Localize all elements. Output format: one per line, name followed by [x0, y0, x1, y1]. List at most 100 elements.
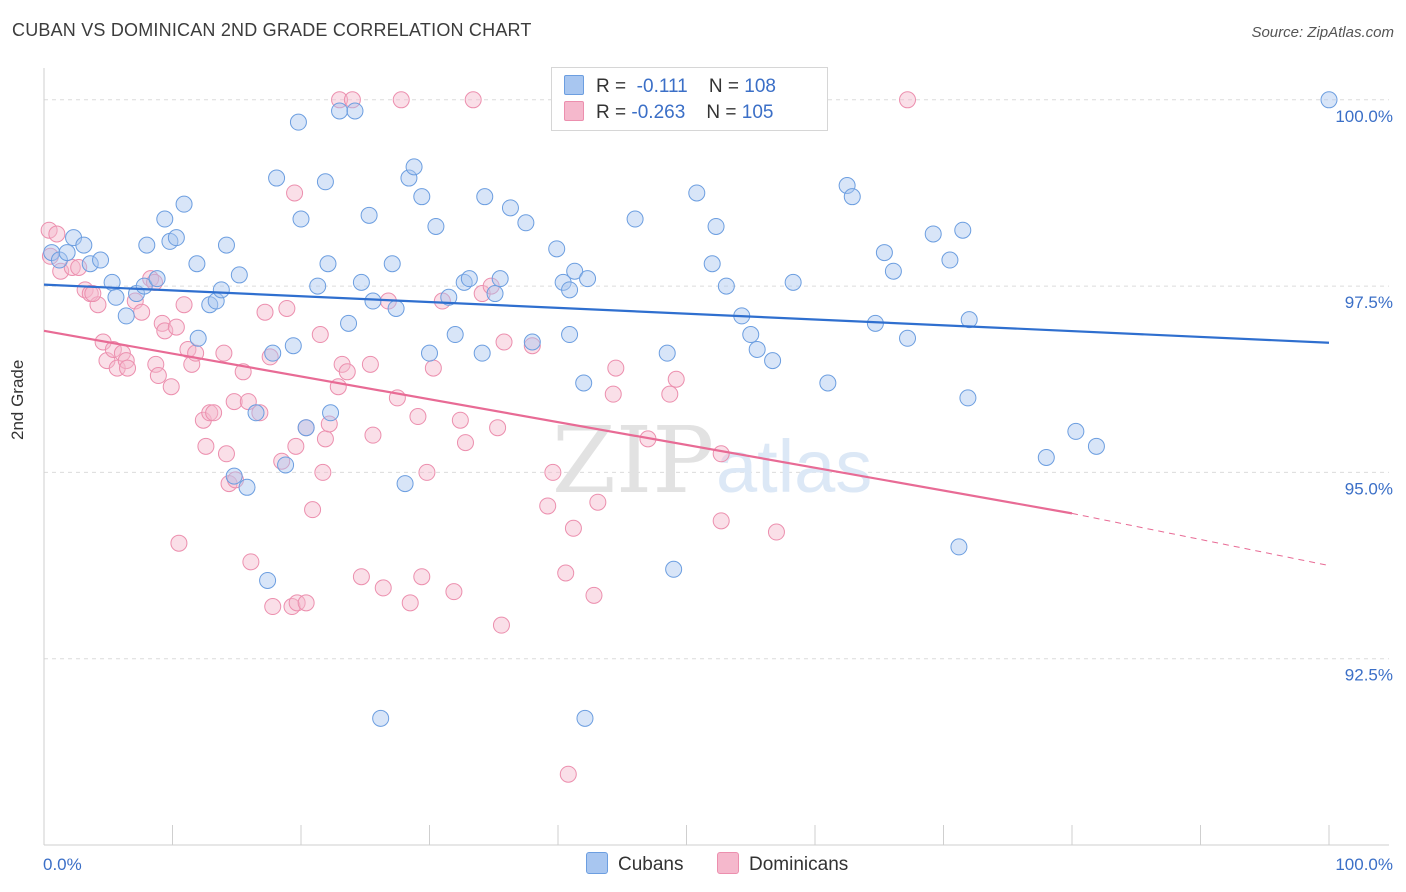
dominican-point — [585, 586, 603, 604]
dominican-point — [589, 493, 607, 511]
y-tick-label: 97.5% — [1345, 293, 1393, 312]
cuban-point — [413, 188, 431, 206]
cuban-point — [748, 340, 766, 358]
tick-labels: 92.5% 95.0% 97.5% 100.0% 0.0% 100.0% — [43, 107, 1393, 874]
dominican-point — [352, 568, 370, 586]
correlation-legend: R = -0.111 N = 108 R = -0.263 N = 105 — [551, 67, 828, 131]
bottom-legend-swatch-dominicans — [717, 852, 739, 874]
cuban-point — [742, 326, 760, 344]
dominican-point — [316, 430, 334, 448]
legend-r-label: R = — [596, 76, 627, 97]
cuban-point — [230, 266, 248, 284]
dominican-point — [287, 437, 305, 455]
dominican-point — [464, 91, 482, 109]
cuban-point — [352, 273, 370, 291]
cuban-point — [501, 199, 519, 217]
dominican-point — [604, 385, 622, 403]
dominican-point — [264, 598, 282, 616]
cuban-point — [575, 374, 593, 392]
dominican-point — [147, 355, 165, 373]
legend-r-value: -0.263 — [631, 102, 686, 123]
legend-r-label: R = — [596, 102, 627, 123]
dominican-point — [364, 426, 382, 444]
cuban-point — [331, 102, 349, 120]
cuban-point — [92, 251, 110, 269]
cuban-point — [959, 389, 977, 407]
cuban-point — [247, 404, 265, 422]
dominican-point — [495, 333, 513, 351]
cubans-trend-line — [43, 283, 1330, 344]
cuban-point — [875, 244, 893, 262]
x-tick-label: 100.0% — [1335, 855, 1393, 874]
cuban-point — [75, 236, 93, 254]
legend-row-cubans: R = -0.111 N = 108 — [564, 75, 776, 99]
dominican-point — [215, 344, 233, 362]
cuban-point — [884, 262, 902, 280]
watermark-atlas: atlas — [716, 425, 872, 508]
cuban-point — [941, 251, 959, 269]
cubans-points — [43, 91, 1338, 727]
cuban-point — [268, 169, 286, 187]
cuban-point — [316, 173, 334, 191]
dominican-point — [667, 370, 685, 388]
legend-swatch-dominicans — [564, 101, 584, 121]
legend-r-value: -0.111 — [636, 76, 688, 97]
legend-n-label: N = — [708, 76, 739, 97]
bottom-legend-cubans: Cubans — [586, 852, 684, 876]
dominican-point — [557, 564, 575, 582]
dominican-point — [523, 337, 541, 355]
cuban-point — [561, 326, 579, 344]
cuban-point — [81, 255, 99, 273]
y-axis-title: 2nd Grade — [8, 359, 27, 440]
cuban-point — [626, 210, 644, 228]
dominican-point — [63, 258, 81, 276]
cuban-point — [1067, 422, 1085, 440]
cuban-point — [212, 281, 230, 299]
dominican-point — [401, 594, 419, 612]
cuban-point — [707, 217, 725, 235]
dominican-point — [288, 594, 306, 612]
cuban-point — [383, 255, 401, 273]
cuban-point — [446, 326, 464, 344]
dominican-point — [489, 419, 507, 437]
cuban-point — [156, 210, 174, 228]
cuban-point — [517, 214, 535, 232]
cuban-point — [277, 456, 295, 474]
cuban-point — [289, 113, 307, 131]
dominican-point — [559, 765, 577, 783]
cuban-point — [658, 344, 676, 362]
legend-n-value: 105 — [741, 102, 774, 123]
cuban-point — [175, 195, 193, 213]
dominican-point — [175, 296, 193, 314]
dominican-point — [564, 519, 582, 537]
dominican-point — [297, 594, 315, 612]
dominican-point — [256, 303, 274, 321]
cuban-point — [440, 288, 458, 306]
cuban-point — [1037, 449, 1055, 466]
cuban-point — [319, 255, 337, 273]
dominican-point — [343, 91, 361, 109]
legend-n-label: N = — [706, 102, 737, 123]
cuban-point — [387, 299, 405, 317]
dominican-point — [311, 326, 329, 344]
bottom-legend-dominicans: Dominicans — [717, 852, 848, 876]
cuban-point — [396, 475, 414, 493]
axes — [43, 68, 1389, 846]
dominican-point — [361, 355, 379, 373]
cuban-point — [107, 288, 125, 306]
dominican-point — [304, 501, 322, 519]
legend-swatch-cubans — [564, 75, 584, 95]
cuban-point — [523, 333, 541, 351]
chart-title: CUBAN VS DOMINICAN 2ND GRADE CORRELATION… — [12, 20, 532, 40]
cuban-point — [284, 337, 302, 355]
dominican-point — [217, 445, 235, 463]
y-tick-label: 95.0% — [1345, 479, 1393, 498]
cuban-point — [340, 314, 358, 332]
cuban-point — [292, 210, 310, 228]
dominican-point — [48, 225, 66, 243]
dominican-point — [607, 359, 625, 377]
cuban-point — [1320, 91, 1338, 109]
dominican-point — [314, 463, 332, 481]
cuban-point — [579, 270, 597, 288]
